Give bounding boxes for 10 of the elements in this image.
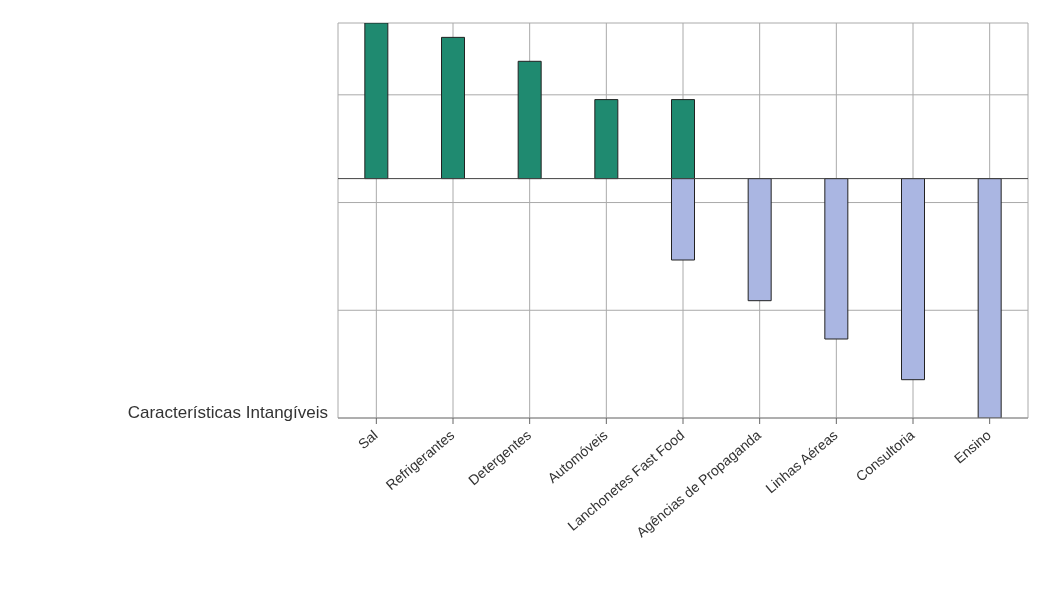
- bar: [901, 178, 925, 381]
- bar: [517, 60, 542, 180]
- bar: [364, 23, 389, 180]
- bar: [594, 99, 619, 180]
- x-tick-label: Sal: [354, 426, 381, 453]
- bar: [747, 178, 772, 302]
- bar: [441, 36, 465, 180]
- text: Características Intangíveis: [126, 403, 328, 423]
- bar: [977, 178, 1002, 418]
- bar: [824, 178, 849, 340]
